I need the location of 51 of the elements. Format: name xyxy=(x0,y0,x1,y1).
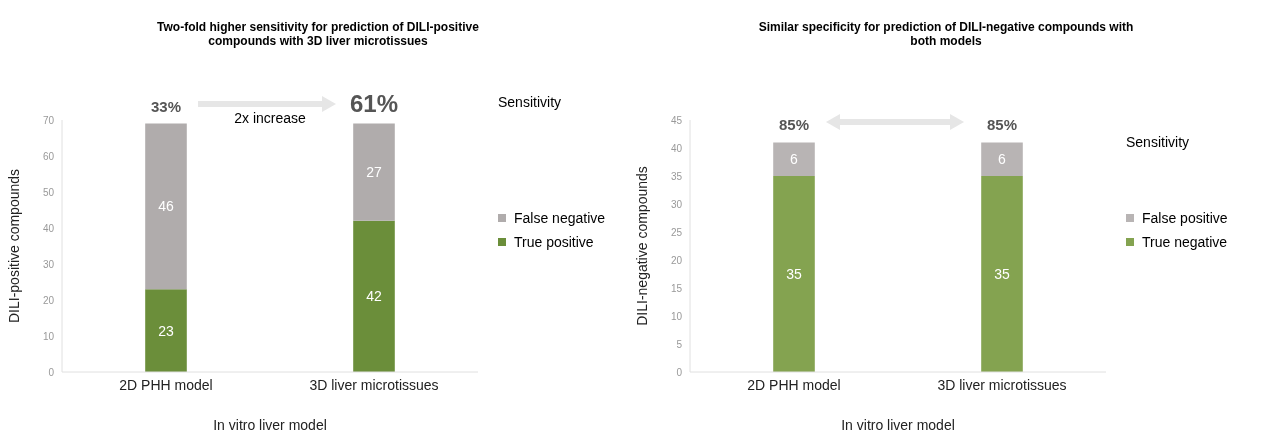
bar xyxy=(353,123,395,221)
y-tick-label: 40 xyxy=(42,222,55,234)
annotation: 33% xyxy=(150,97,182,115)
y-tick-label: 60 xyxy=(42,150,55,162)
x-tick-label: 2D PHH model xyxy=(747,376,841,393)
y-tick-label: 50 xyxy=(42,186,55,198)
text: Sensitivity xyxy=(1126,134,1190,151)
bar xyxy=(145,289,187,372)
annotation: 85% xyxy=(986,116,1018,134)
x-axis-title: In vitro liver model xyxy=(213,417,327,433)
y-tick-label: 30 xyxy=(670,198,683,210)
data-label: 27 xyxy=(366,164,382,181)
y-tick-label: 20 xyxy=(42,294,55,306)
chart-title: Similar specificity for prediction of DILI-negative compounds with both models xyxy=(757,19,1135,50)
y-tick-label: 35 xyxy=(670,170,683,182)
y-tick-label: 25 xyxy=(670,226,683,238)
bar xyxy=(353,220,395,372)
text: Sensitivity xyxy=(498,93,562,110)
y-tick-label: 15 xyxy=(670,282,683,294)
x-tick-label: 3D liver microtissues xyxy=(937,376,1067,393)
legend-label: False negative xyxy=(514,210,606,226)
data-label: 6 xyxy=(790,151,799,168)
y-tick-label: 5 xyxy=(676,338,683,350)
data-label: 46 xyxy=(158,198,174,215)
annotation: 61% xyxy=(349,89,399,117)
data-label: 23 xyxy=(158,322,174,339)
y-tick-label: 10 xyxy=(670,310,683,322)
data-label: 6 xyxy=(998,151,1007,168)
annotation: 85% xyxy=(778,116,810,134)
y-tick-label: 70 xyxy=(42,114,55,126)
y-tick-label: 40 xyxy=(670,142,683,154)
y-tick-label: 30 xyxy=(42,258,55,270)
data-label: 35 xyxy=(786,265,802,282)
bar xyxy=(145,123,187,290)
y-tick-label: 20 xyxy=(670,254,683,266)
chart-title: Two-fold higher sensitivity for prediction of DILI-positive compounds with 3D liver microtissues xyxy=(156,19,480,50)
data-label: 35 xyxy=(994,265,1010,282)
y-axis-title: DILI-positive compounds xyxy=(5,168,22,324)
legend-label: False positive xyxy=(1142,210,1228,226)
x-axis-title: In vitro liver model xyxy=(841,417,955,433)
y-axis-title: DILI-negative compounds xyxy=(633,166,650,326)
legend-label: True negative xyxy=(1142,234,1228,250)
y-tick-label: 45 xyxy=(670,114,683,126)
y-tick-label: 10 xyxy=(42,330,55,342)
x-tick-label: 3D liver microtissues xyxy=(309,376,439,393)
y-tick-label: 0 xyxy=(676,366,683,378)
annotation: 2x increase xyxy=(233,109,307,126)
y-tick-label: 0 xyxy=(48,366,55,378)
x-tick-label: 2D PHH model xyxy=(119,376,213,393)
data-label: 42 xyxy=(366,288,382,305)
legend-label: True positive xyxy=(514,234,594,250)
